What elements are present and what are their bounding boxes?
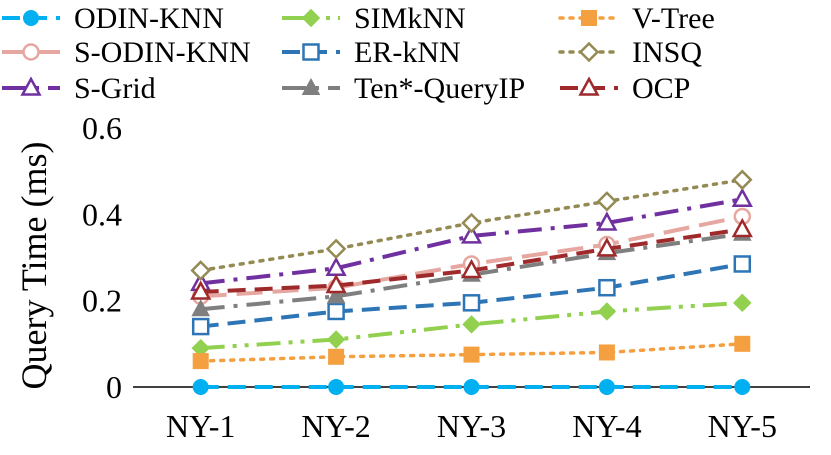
data-point [192, 379, 209, 395]
legend-marker [578, 76, 600, 96]
x-tick-label: NY-5 [708, 408, 777, 444]
legend-marker [302, 43, 320, 61]
data-point [734, 379, 751, 395]
data-point [191, 317, 210, 336]
y-tick-label: 0.2 [82, 283, 122, 319]
data-point [328, 348, 345, 365]
data-point [325, 238, 347, 260]
legend-marker [301, 77, 321, 95]
legend-item: Ten*-QueryIP [282, 72, 525, 105]
series-ocp [190, 217, 753, 300]
data-point [731, 187, 753, 207]
data-point [462, 315, 481, 334]
series-odin-knn [192, 379, 751, 395]
series-layer [190, 169, 753, 395]
legend-marker [22, 43, 40, 61]
data-point [327, 302, 345, 321]
data-point [596, 237, 618, 257]
x-axis-ticks: NY-1 NY-2 NY-3 NY-4 NY-5 [166, 408, 777, 444]
data-point [190, 280, 212, 300]
legend-label: INSQ [632, 36, 702, 69]
data-point [463, 346, 480, 363]
legend-label: OCP [632, 72, 690, 105]
legend-marker [581, 10, 597, 26]
data-point [190, 260, 211, 281]
legend-item: INSQ [558, 36, 702, 69]
legend-label: S-Grid [74, 72, 156, 105]
data-point [596, 191, 618, 212]
data-point [325, 273, 347, 294]
legend-marker [301, 8, 321, 28]
legend-label: ER-kNN [354, 36, 461, 69]
data-point [598, 379, 615, 395]
legend-label: S-ODIN-KNN [74, 36, 251, 69]
x-tick-label: NY-4 [572, 408, 641, 444]
data-point [461, 212, 482, 234]
x-tick-label: NY-1 [166, 408, 235, 444]
legend-marker [578, 41, 600, 63]
data-point [462, 294, 481, 312]
data-point [460, 224, 483, 244]
data-point [598, 344, 615, 361]
legend-item: S-ODIN-KNN [2, 36, 251, 69]
series-v-tree [192, 335, 751, 370]
data-point [191, 299, 211, 317]
data-point [192, 353, 209, 370]
y-tick-label: 0 [106, 369, 122, 405]
y-axis-title: Query Time (ms) [14, 141, 54, 389]
data-point [326, 286, 346, 304]
data-point [733, 255, 752, 273]
legend-label: Ten*-QueryIP [354, 72, 525, 105]
legend-marker [20, 76, 42, 96]
data-point [463, 379, 480, 395]
data-point [460, 258, 483, 279]
series-insq [190, 169, 753, 281]
data-point [732, 169, 753, 191]
legend-item: SIMkNN [282, 2, 466, 35]
legend-item: OCP [560, 72, 690, 105]
data-point [733, 293, 752, 313]
legend-item: V-Tree [558, 2, 715, 35]
y-axis-ticks: 0 0.2 0.4 0.6 [82, 110, 122, 405]
legend-item: S-Grid [2, 72, 156, 105]
legend-item: ER-kNN [282, 36, 461, 69]
data-point [596, 211, 618, 231]
legend-label: V-Tree [632, 2, 715, 35]
x-tick-label: NY-3 [437, 408, 506, 444]
series-simknn [191, 293, 752, 358]
legend-label: SIMkNN [354, 2, 466, 35]
data-point [734, 335, 751, 352]
data-point [731, 217, 753, 238]
data-point [326, 330, 346, 349]
legend-marker [23, 10, 39, 26]
legend-label: ODIN-KNN [74, 2, 224, 35]
y-tick-label: 0.4 [82, 196, 122, 232]
legend-item: ODIN-KNN [2, 2, 224, 35]
data-point [597, 302, 617, 321]
series-line [198, 178, 745, 273]
x-tick-label: NY-2 [301, 408, 370, 444]
y-tick-label: 0.6 [82, 110, 122, 146]
series-er-knn [191, 255, 752, 336]
data-point [598, 278, 616, 297]
data-point [328, 379, 345, 395]
